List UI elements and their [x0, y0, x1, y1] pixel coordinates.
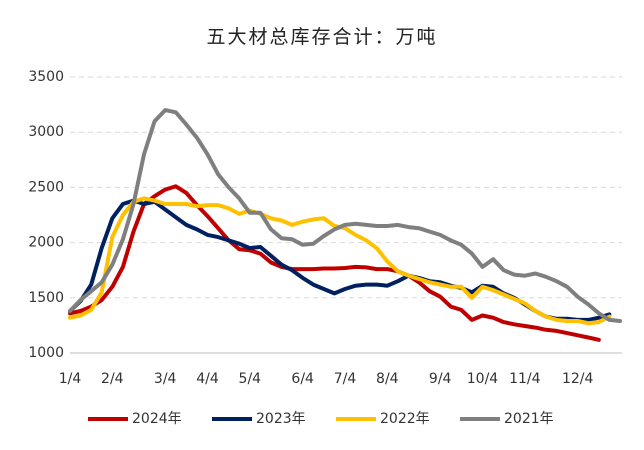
y-tick-label: 2000: [28, 235, 64, 251]
y-tick-label: 1500: [28, 290, 64, 306]
y-tick-label: 3000: [28, 124, 64, 140]
y-tick-label: 1000: [28, 345, 64, 361]
x-tick-label: 10/4: [467, 371, 499, 387]
legend-label: 2021年: [504, 411, 554, 427]
legend-label: 2023年: [256, 411, 306, 427]
x-tick-label: 12/4: [562, 371, 594, 387]
legend-label: 2024年: [132, 411, 182, 427]
x-tick-label: 7/4: [334, 371, 357, 387]
series-line: [68, 196, 612, 326]
x-tick-label: 1/4: [59, 371, 82, 387]
x-tick-label: 9/4: [429, 371, 452, 387]
legend-label: 2022年: [380, 411, 430, 427]
x-tick-label: 2/4: [101, 371, 124, 387]
x-tick-label: 8/4: [376, 371, 399, 387]
x-tick-label: 5/4: [239, 371, 262, 387]
x-tick-label: 6/4: [291, 371, 314, 387]
chart-title: 五大材总库存合计：万吨: [206, 26, 437, 48]
series-line: [68, 184, 601, 342]
y-tick-label: 2500: [28, 179, 64, 195]
x-tick-label: 4/4: [196, 371, 219, 387]
series-line: [68, 198, 612, 322]
series-line: [68, 108, 622, 323]
y-tick-label: 3500: [28, 69, 64, 85]
x-tick-label: 11/4: [509, 371, 541, 387]
x-tick-label: 3/4: [154, 371, 177, 387]
